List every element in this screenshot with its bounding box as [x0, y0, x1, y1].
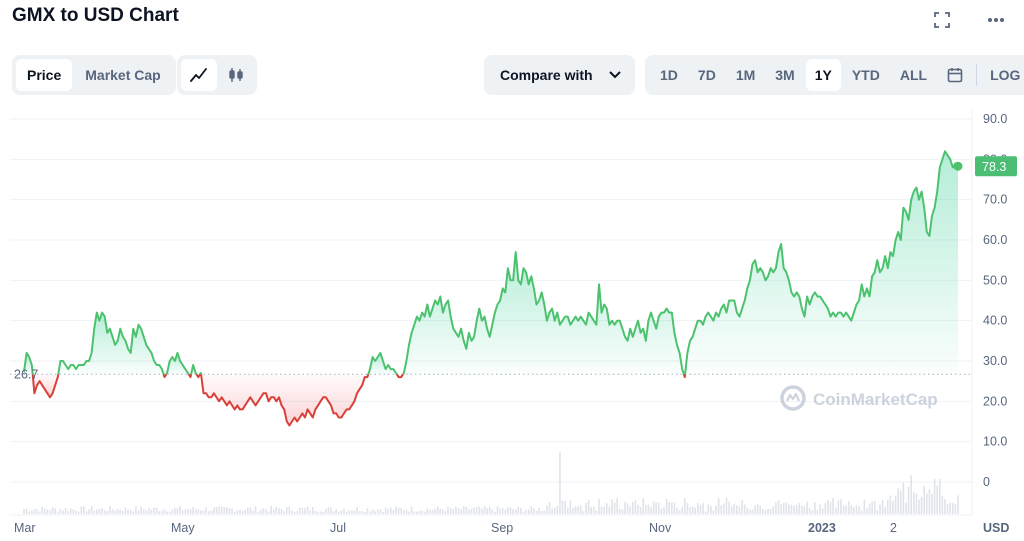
price-line-up [23, 351, 34, 375]
line-chart-button[interactable] [181, 59, 217, 91]
x-tick-label: Nov [649, 521, 672, 535]
log-scale-toggle[interactable]: LOG [990, 67, 1021, 83]
range-1m[interactable]: 1M [735, 67, 756, 83]
metric-toggle: Price Market Cap [12, 55, 176, 95]
range-1d[interactable]: 1D [660, 67, 678, 83]
price-line-down [187, 373, 193, 379]
calendar-button[interactable] [938, 59, 972, 91]
x-tick-label: Sep [491, 521, 513, 535]
chevron-down-icon [609, 71, 621, 79]
x-tick-label: 2 [890, 521, 897, 535]
range-ytd[interactable]: YTD [851, 67, 880, 83]
x-tick-label: Jul [330, 521, 346, 535]
fullscreen-icon[interactable] [932, 10, 952, 30]
more-options-icon[interactable] [986, 10, 1006, 30]
tab-price[interactable]: Price [16, 59, 73, 91]
range-7d[interactable]: 7D [697, 67, 716, 83]
toolbar-divider [976, 64, 978, 86]
range-all[interactable]: ALL [899, 67, 928, 83]
price-line-down [200, 373, 370, 427]
price-line-up [165, 351, 190, 375]
page-title: GMX to USD Chart [12, 5, 179, 26]
price-line-up [367, 351, 398, 375]
tab-market-cap[interactable]: Market Cap [85, 67, 161, 83]
watermark-text: CoinMarketCap [813, 390, 938, 409]
currency-label: USD [983, 521, 1009, 535]
price-line-down [395, 373, 404, 379]
price-line-down [31, 374, 60, 399]
coinmarketcap-watermark: CoinMarketCap [780, 385, 938, 411]
calendar-icon [947, 68, 963, 83]
y-tick-label: 60.0 [983, 233, 1007, 247]
chart-type-toggle [177, 55, 257, 95]
baseline-label: 26.7 [14, 367, 38, 381]
price-line-up [199, 372, 203, 375]
y-tick-label: 10.0 [983, 435, 1007, 449]
compare-with-dropdown[interactable]: Compare with [484, 55, 635, 95]
y-tick-label: 90.0 [983, 112, 1007, 126]
y-tick-label: 0 [983, 475, 990, 489]
compare-with-label: Compare with [500, 67, 593, 83]
price-line-up [402, 251, 685, 375]
y-tick-label: 70.0 [983, 193, 1007, 207]
range-1y[interactable]: 1Y [805, 59, 841, 91]
price-line-down [195, 373, 201, 379]
candlestick-chart-button[interactable] [219, 59, 253, 91]
candlestick-icon [229, 68, 243, 82]
current-price-dot [953, 161, 963, 171]
price-line-down [162, 373, 168, 379]
current-price-badge [975, 156, 1017, 177]
y-tick-label: 40.0 [983, 314, 1007, 328]
time-range-toggle: 1D 7D 1M 3M 1Y YTD ALL LOG [645, 55, 1024, 95]
price-line-down [682, 373, 687, 379]
x-tick-label: 2023 [808, 521, 836, 535]
range-3m[interactable]: 3M [775, 67, 795, 83]
line-chart-icon [190, 68, 207, 82]
price-line-up [190, 364, 198, 375]
y-tick-label: 20.0 [983, 394, 1007, 408]
current-price-label: 78.3 [982, 160, 1006, 174]
x-tick-label: May [171, 521, 195, 535]
y-tick-label: 50.0 [983, 273, 1007, 287]
price-line-up [684, 150, 959, 375]
price-line-up [57, 311, 165, 375]
y-tick-label: 30.0 [983, 354, 1007, 368]
x-tick-label: Mar [14, 521, 36, 535]
